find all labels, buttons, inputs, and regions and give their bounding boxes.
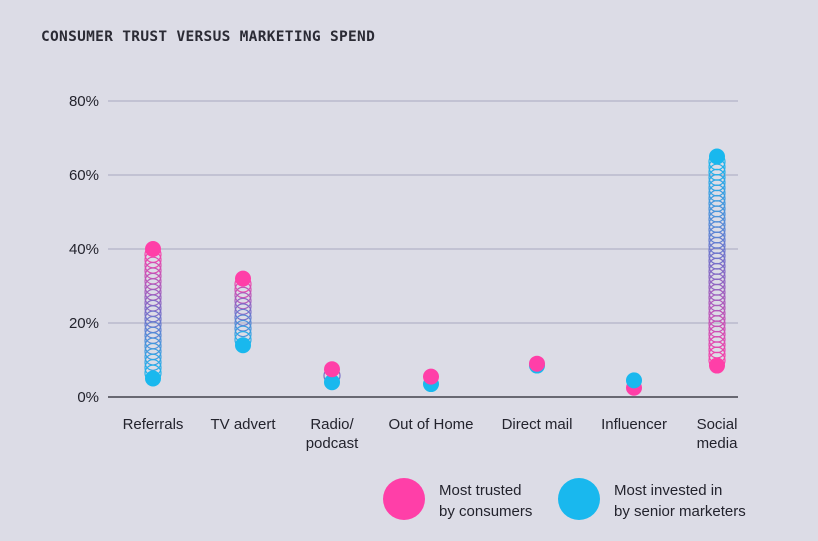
- range-ring: [234, 297, 252, 315]
- legend-label-invested: Most invested in by senior marketers: [614, 480, 746, 522]
- chart-title: CONSUMER TRUST VERSUS MARKETING SPEND: [41, 29, 376, 45]
- range-ring: [234, 314, 252, 332]
- range-ring: [234, 292, 252, 310]
- category-range-3: [423, 368, 439, 393]
- x-category-label: Radio/: [310, 416, 354, 433]
- category-range-0: [144, 241, 162, 387]
- x-category-label: TV advert: [210, 416, 276, 433]
- x-axis-categories: Referrals TV advert Radio/podcast Out of Ho…: [123, 416, 739, 452]
- x-category-label: media: [697, 435, 739, 452]
- dot-most-trusted: [145, 241, 161, 257]
- dot-range-chart: 0% 20% 40% 60% 80% Referrals TV advert Radio/p…: [69, 93, 739, 452]
- dot-most-trusted: [324, 361, 340, 378]
- x-category-label: Referrals: [123, 416, 184, 433]
- x-category-label: Social: [697, 416, 738, 433]
- category-range-4: [529, 355, 545, 374]
- dot-most-trusted: [423, 368, 439, 385]
- y-tick-label: 80%: [69, 93, 99, 110]
- category-range-5: [626, 372, 642, 396]
- legend-label-trusted-line1: Most trusted: [439, 482, 522, 499]
- category-range-1: [234, 270, 252, 354]
- dot-most-invested: [145, 370, 161, 387]
- y-tick-label: 40%: [69, 241, 99, 258]
- range-ring: [234, 303, 252, 321]
- x-category-label: Out of Home: [388, 416, 473, 433]
- dot-most-invested: [235, 337, 251, 354]
- legend-label-invested-line1: Most invested in: [614, 482, 723, 499]
- range-ring: [144, 353, 162, 371]
- y-tick-label: 0%: [77, 389, 99, 406]
- x-category-label: podcast: [306, 435, 359, 452]
- y-axis-ticks: 0% 20% 40% 60% 80%: [69, 93, 99, 406]
- legend-label-trusted: Most trusted by consumers: [439, 480, 532, 522]
- gridlines: [108, 100, 738, 398]
- category-range-2: [323, 361, 341, 391]
- x-category-label: Influencer: [601, 416, 667, 433]
- x-category-label: Direct mail: [502, 416, 573, 433]
- legend-label-trusted-line2: by consumers: [439, 503, 533, 520]
- dot-most-invested: [709, 148, 725, 165]
- dot-most-invested: [324, 374, 340, 391]
- legend-swatch-invested: [558, 478, 600, 520]
- category-range-6: [708, 148, 726, 374]
- y-tick-label: 60%: [69, 167, 99, 184]
- range-ring: [234, 308, 252, 327]
- legend-swatch-trusted: [383, 478, 425, 520]
- range-ring: [234, 319, 252, 338]
- dot-most-trusted: [529, 355, 545, 372]
- legend-label-invested-line2: by senior marketers: [614, 503, 746, 520]
- dot-most-trusted: [235, 270, 251, 287]
- dot-most-trusted: [709, 357, 725, 374]
- series-marks: [144, 148, 726, 396]
- y-tick-label: 20%: [69, 315, 99, 332]
- dot-most-invested: [626, 372, 642, 389]
- range-ring: [234, 286, 252, 304]
